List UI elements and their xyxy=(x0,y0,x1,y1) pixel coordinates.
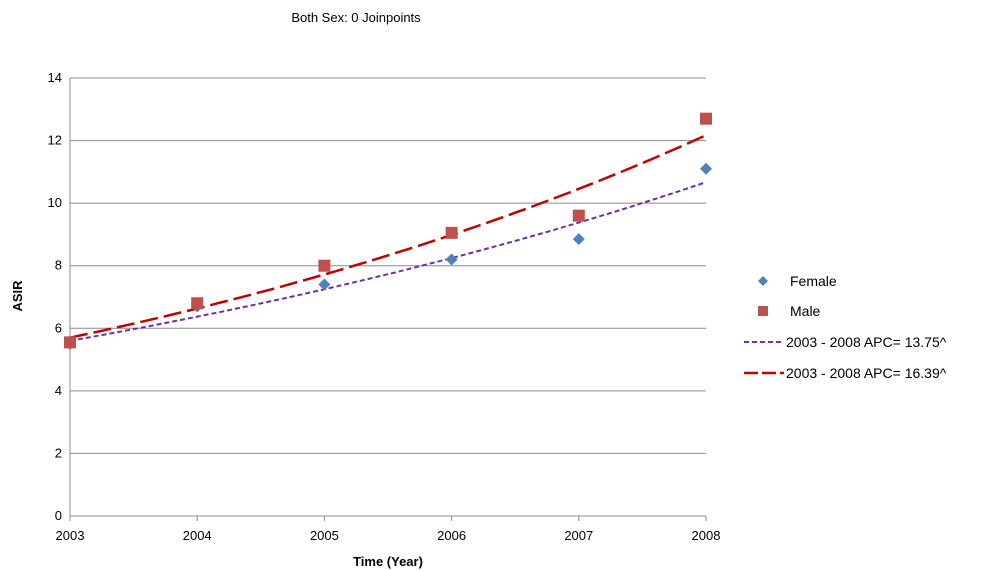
y-tick-label: 14 xyxy=(48,70,62,85)
data-point-female xyxy=(318,278,331,291)
data-point-male xyxy=(191,297,204,310)
x-axis-title: Time (Year) xyxy=(353,554,423,569)
legend: Female Male 2003 - 2008 APC= 13.75^ 2003 - … xyxy=(744,273,947,381)
data-points xyxy=(64,112,712,350)
axes xyxy=(69,78,707,521)
x-tick-label: 2007 xyxy=(564,528,593,543)
tick-labels: 0 2 4 6 8 10 12 14 2003 2004 2005 2006 2007 2008 xyxy=(48,70,721,543)
data-point-male xyxy=(700,112,712,125)
data-point-female xyxy=(445,253,458,266)
chart-title: Both Sex: 0 Joinpoints xyxy=(291,10,421,25)
legend-label: 2003 - 2008 APC= 13.75^ xyxy=(786,334,947,350)
y-tick-label: 0 xyxy=(55,508,62,523)
y-tick-label: 8 xyxy=(55,258,62,273)
x-tick-label: 2004 xyxy=(183,528,212,543)
data-point-male xyxy=(64,336,76,349)
data-point-male xyxy=(445,226,458,239)
y-tick-label: 6 xyxy=(55,320,62,335)
trend-line xyxy=(69,181,707,342)
trend-lines xyxy=(69,134,707,342)
legend-label: 2003 - 2008 APC= 16.39^ xyxy=(786,365,947,381)
legend-label: Male xyxy=(790,303,821,319)
legend-label: Female xyxy=(790,273,837,289)
legend-marker xyxy=(758,306,768,316)
y-tick-label: 2 xyxy=(55,445,62,460)
x-tick-label: 2005 xyxy=(310,528,339,543)
legend-marker xyxy=(758,276,768,286)
x-tick-label: 2006 xyxy=(437,528,466,543)
y-tick-label: 10 xyxy=(48,195,62,210)
x-tick-label: 2003 xyxy=(56,528,85,543)
y-tick-label: 4 xyxy=(55,383,62,398)
data-point-female xyxy=(572,233,585,246)
y-axis-title: ASIR xyxy=(10,280,25,312)
x-tick-label: 2008 xyxy=(692,528,721,543)
data-point-male xyxy=(318,259,331,272)
trend-line xyxy=(69,134,707,339)
data-point-male xyxy=(572,209,585,222)
data-point-female xyxy=(700,162,712,175)
gridlines xyxy=(70,77,706,517)
y-tick-label: 12 xyxy=(48,133,62,148)
